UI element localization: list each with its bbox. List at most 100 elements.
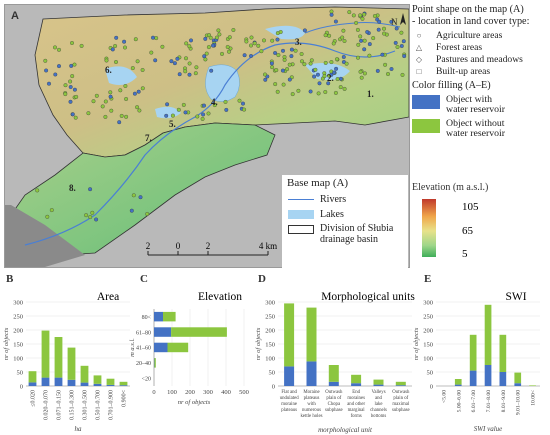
reservoir-point	[262, 38, 266, 43]
x-tick-label: 500	[239, 389, 249, 396]
reservoir-point	[358, 34, 363, 39]
reservoir-point	[227, 49, 231, 54]
reservoir-point	[335, 77, 340, 81]
bar-without-reservoir	[284, 303, 295, 367]
bar-with-reservoir	[484, 365, 492, 386]
reservoir-point	[389, 67, 394, 71]
reservoir-point	[382, 31, 387, 36]
y-tick-label: 200	[265, 328, 275, 335]
reservoir-point	[354, 20, 359, 25]
reservoir-point	[72, 87, 77, 92]
reservoir-point	[124, 97, 129, 101]
reservoir-point	[244, 39, 249, 44]
legend-rivers: Rivers	[288, 193, 408, 205]
y-tick-label: 41–60	[136, 346, 151, 352]
chart-elevation-panel: C Elevation 0 100 200 300 400 500 m a.s.l. nr of …	[129, 273, 249, 406]
triangle-icon: △	[415, 42, 423, 52]
region-label-7: 7.	[145, 133, 152, 143]
reservoir-point	[169, 59, 174, 64]
reservoir-point	[207, 33, 211, 38]
reservoir-point	[395, 45, 400, 49]
reservoir-point	[86, 111, 91, 116]
square-icon: □	[416, 66, 422, 76]
reservoir-point	[302, 28, 307, 33]
y-tick-label: 50	[269, 370, 276, 377]
y-tick-label: 20–40	[136, 361, 151, 367]
bar-without-reservoir	[106, 378, 115, 385]
reservoir-point	[63, 83, 68, 88]
reservoir-point	[356, 42, 361, 47]
bar-without-reservoir	[154, 358, 156, 368]
reservoir-point	[73, 115, 78, 120]
reservoir-point	[108, 94, 113, 99]
reservoir-point	[399, 44, 404, 48]
reservoir-point	[278, 30, 283, 34]
reservoir-point	[356, 55, 360, 60]
bar-with-reservoir	[514, 383, 522, 386]
lake-fill-icon	[288, 209, 314, 219]
reservoir-point	[70, 41, 74, 45]
reservoir-point	[149, 50, 154, 55]
reservoir-point	[204, 51, 209, 56]
reservoir-point	[160, 44, 165, 49]
reservoir-point	[170, 113, 175, 118]
reservoir-point	[380, 52, 385, 57]
x-tick-label: 0	[152, 389, 155, 396]
reservoir-point	[129, 208, 134, 213]
reservoir-point	[308, 89, 313, 94]
chart-title: Morphological units	[321, 291, 415, 303]
reservoir-point	[249, 43, 253, 48]
elevation-title: Elevation (m a.s.l.)	[412, 182, 489, 193]
x-tick-label: 200	[185, 389, 195, 396]
reservoir-point	[138, 195, 143, 200]
bar-with-reservoir	[395, 385, 406, 386]
reservoir-point	[123, 84, 128, 88]
reservoir-point	[327, 33, 332, 38]
legend-builtup-label: Built-up areas	[436, 65, 491, 77]
reservoir-point	[376, 27, 381, 32]
reservoir-point	[323, 60, 328, 65]
diamond-icon: ◇	[415, 54, 423, 64]
reservoir-point	[323, 33, 328, 38]
reservoir-point	[401, 39, 406, 44]
without-reservoir-label-2: water reservoir	[446, 128, 506, 139]
reservoir-point	[35, 188, 40, 193]
reservoir-point	[68, 85, 73, 89]
x-tick-label: 8.01–9.00	[501, 390, 507, 413]
x-axis-label: ha	[75, 425, 83, 433]
bar-without-reservoir	[119, 381, 128, 386]
y-axis-label: m a.s.l.	[129, 338, 136, 357]
reservoir-point	[193, 71, 198, 76]
reservoir-point	[375, 68, 380, 73]
x-tick-label: 400	[221, 389, 231, 396]
reservoir-point	[280, 68, 285, 73]
reservoir-point	[347, 10, 352, 15]
reservoir-point	[227, 35, 232, 40]
elevation-legend: Elevation (m a.s.l.) 105 65 5	[412, 182, 548, 262]
bar-with-reservoir	[93, 383, 102, 386]
reservoir-point	[184, 41, 189, 46]
reservoir-point	[289, 54, 294, 59]
reservoir-point	[326, 81, 331, 86]
bar-without-reservoir	[328, 365, 339, 382]
x-tick-label: 0.501–0.700	[96, 390, 102, 420]
reservoir-point	[91, 99, 96, 104]
bar-with-reservoir	[80, 382, 89, 386]
reservoir-point	[287, 62, 292, 67]
reservoir-point	[164, 113, 169, 118]
reservoir-point	[103, 99, 108, 104]
reservoir-point	[259, 49, 264, 54]
reservoir-point	[176, 107, 181, 112]
reservoir-point	[367, 53, 372, 58]
x-tick-label: 5.00–6.00	[456, 390, 462, 413]
legend-forest: △ Forest areas	[412, 41, 548, 53]
reservoir-point	[153, 58, 158, 63]
reservoir-point	[49, 208, 54, 213]
reservoir-point	[137, 108, 142, 113]
reservoir-point	[187, 61, 192, 66]
chart-title: Area	[97, 291, 119, 303]
y-tick-label: 61–80	[136, 330, 151, 336]
y-tick-label: 250	[423, 314, 433, 321]
legend-title-2: - location in land cover type:	[412, 15, 530, 27]
y-axis-label: nr of objects	[255, 327, 262, 360]
